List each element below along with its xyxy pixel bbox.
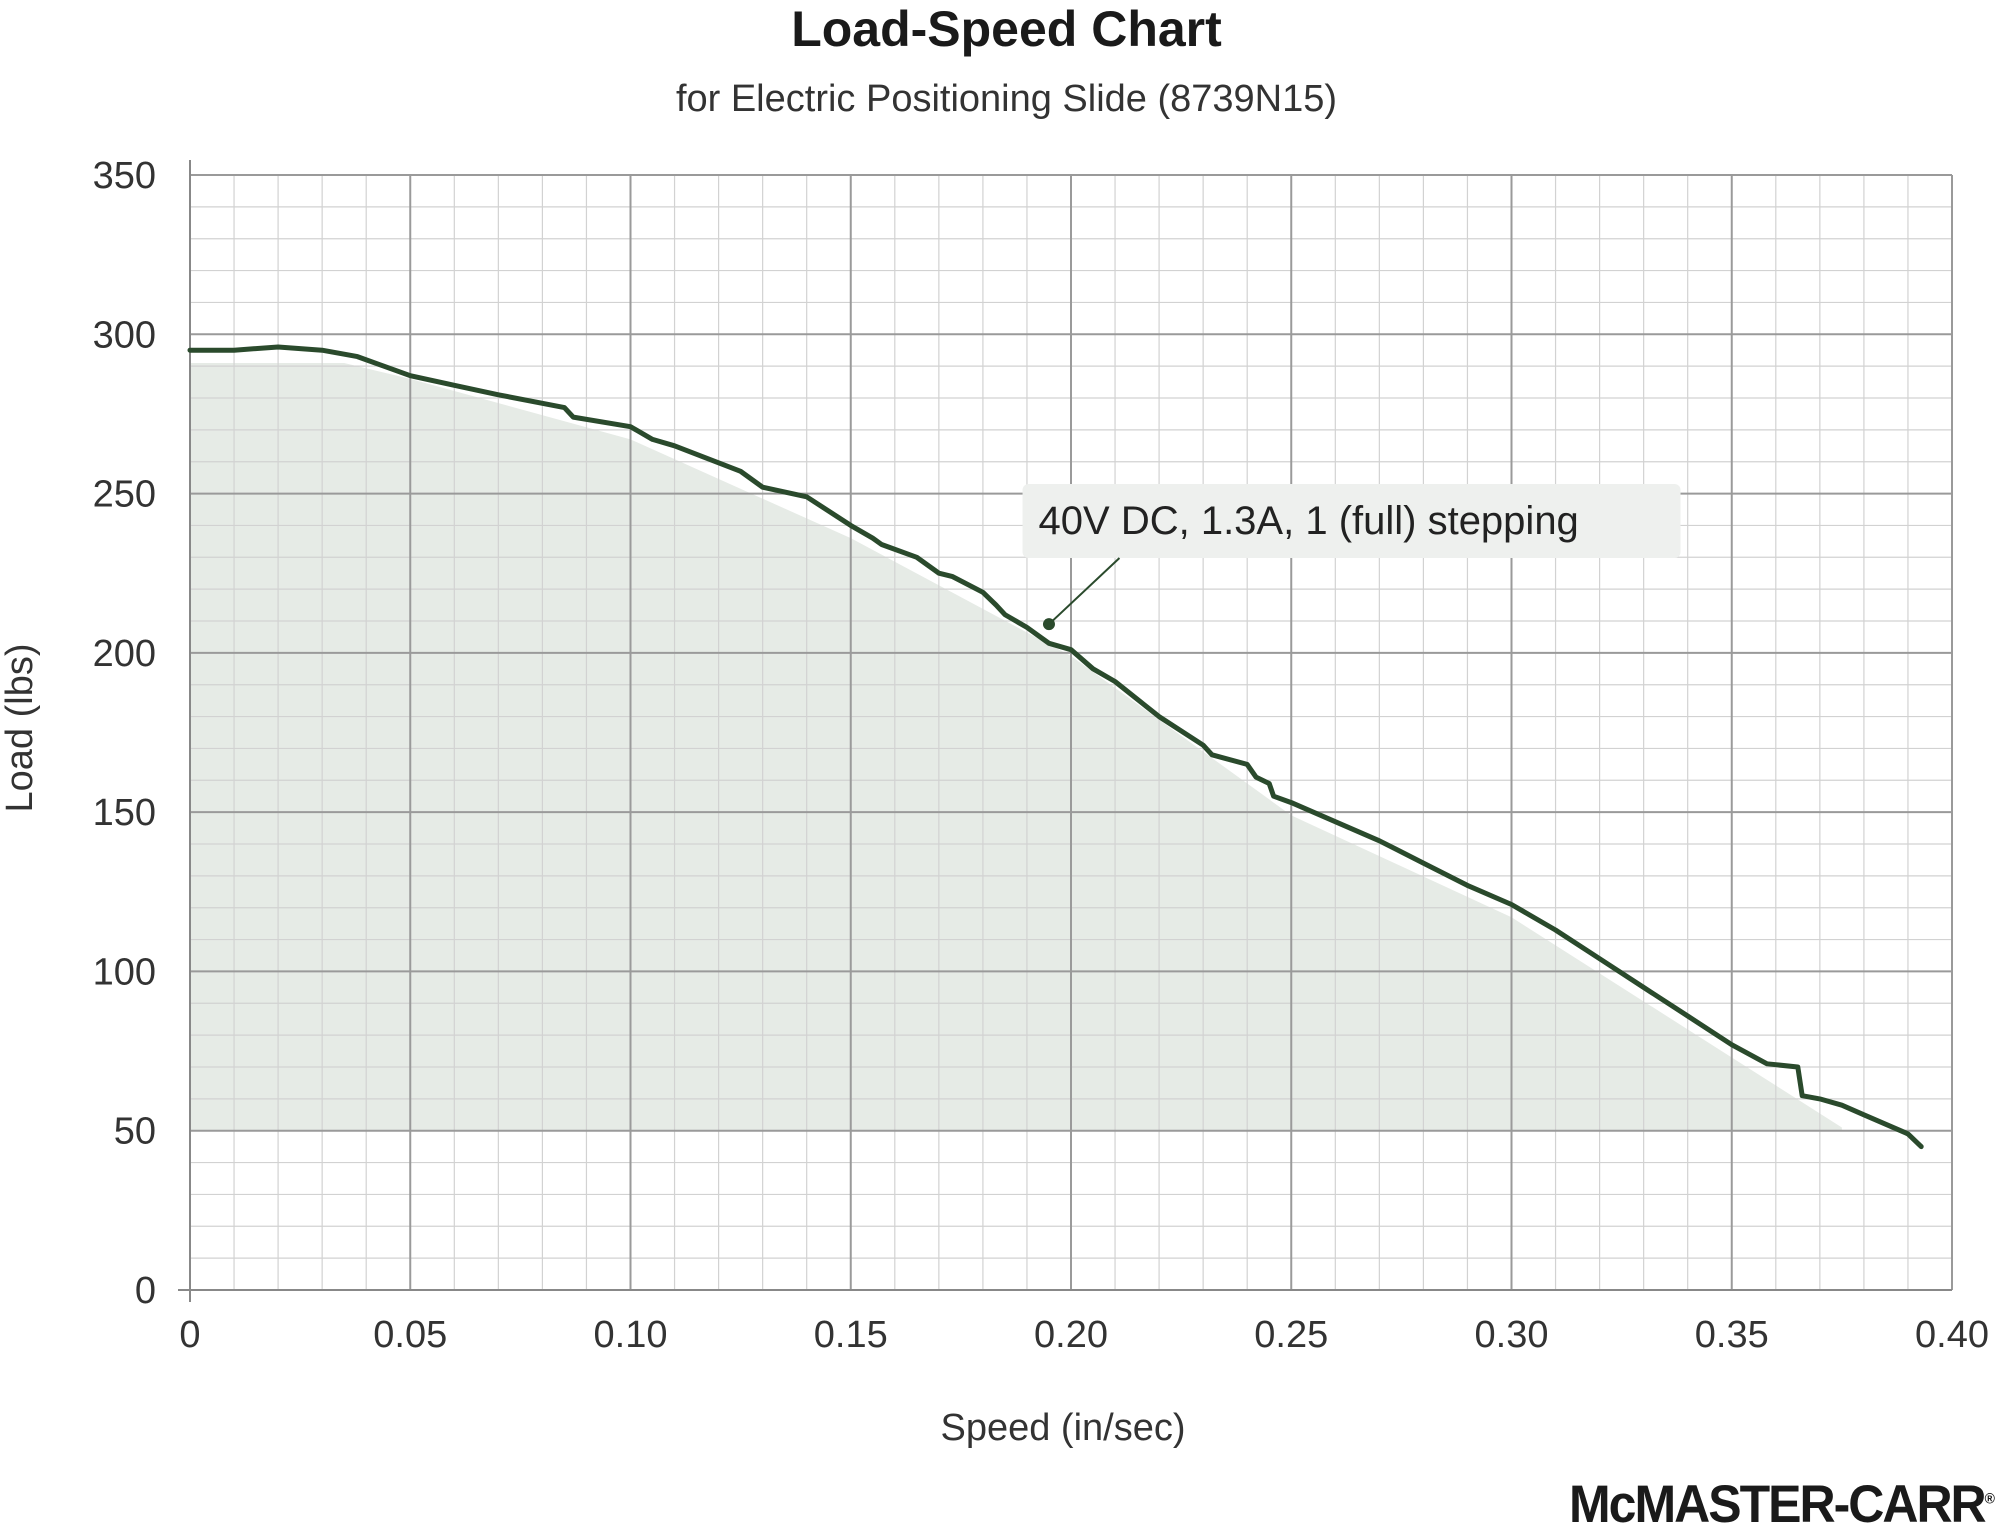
registered-mark: ® bbox=[1984, 1489, 1995, 1507]
y-axis-ticks: 0 50 100 150 200 250 300 350 bbox=[93, 155, 156, 1312]
x-tick-label: 0.40 bbox=[1915, 1314, 1989, 1356]
y-tick-label: 350 bbox=[93, 155, 156, 197]
chart-title: Load-Speed Chart bbox=[791, 1, 1222, 57]
annotation-label: 40V DC, 1.3A, 1 (full) stepping bbox=[1039, 499, 1579, 543]
shaded-operating-region bbox=[190, 362, 1842, 1131]
y-tick-label: 250 bbox=[93, 474, 156, 516]
x-tick-label: 0.20 bbox=[1034, 1314, 1108, 1356]
annotation-dot bbox=[1042, 618, 1055, 631]
y-tick-label: 300 bbox=[93, 314, 156, 356]
chart-subtitle: for Electric Positioning Slide (8739N15) bbox=[675, 78, 1338, 120]
series-layer bbox=[187, 344, 1924, 1150]
x-tick-label: 0 bbox=[179, 1314, 200, 1356]
y-tick-label: 50 bbox=[114, 1111, 156, 1153]
annotation-layer: 40V DC, 1.3A, 1 (full) stepping bbox=[1022, 484, 1681, 631]
x-axis-label: Speed (in/sec) bbox=[940, 1407, 1185, 1449]
annotation-box bbox=[1022, 484, 1681, 559]
y-axis-label: Load (lbs) bbox=[0, 644, 41, 813]
x-tick-label: 0.35 bbox=[1695, 1314, 1769, 1356]
series-line bbox=[187, 344, 1924, 1150]
shaded-area bbox=[190, 362, 1842, 1131]
annotation-leader bbox=[1048, 557, 1121, 625]
mcmaster-carr-logo: McMASTER-CARR® bbox=[1569, 1474, 1995, 1534]
x-tick-label: 0.15 bbox=[814, 1314, 888, 1356]
y-tick-label: 0 bbox=[135, 1270, 156, 1312]
y-tick-label: 100 bbox=[93, 951, 156, 993]
x-axis-ticks: 0 0.05 0.10 0.15 0.20 0.25 0.30 0.35 0.40 bbox=[179, 1314, 1989, 1356]
y-tick-label: 200 bbox=[93, 633, 156, 675]
y-tick-label: 150 bbox=[93, 792, 156, 834]
x-tick-label: 0.10 bbox=[594, 1314, 668, 1356]
major-grid bbox=[189, 174, 1953, 1291]
logo-text: McMASTER-CARR bbox=[1569, 1474, 1987, 1534]
x-tick-label: 0.05 bbox=[373, 1314, 447, 1356]
x-tick-label: 0.30 bbox=[1475, 1314, 1549, 1356]
x-tick-label: 0.25 bbox=[1254, 1314, 1328, 1356]
